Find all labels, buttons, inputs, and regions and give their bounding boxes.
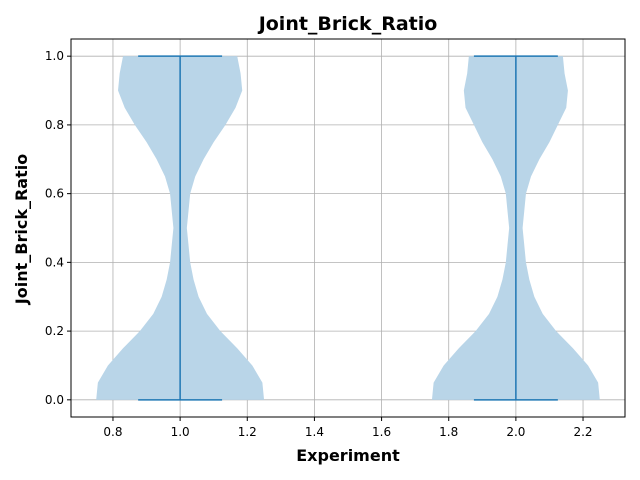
x-tick-label: 2.2 [573, 425, 592, 439]
plot-frame [70, 38, 626, 418]
x-tick-label: 1.4 [305, 425, 324, 439]
chart-title: Joint_Brick_Ratio [257, 13, 438, 35]
y-tick-label: 0.0 [45, 393, 64, 407]
y-tick-label: 0.4 [45, 255, 64, 269]
axes: 0.8 1.0 1.2 1.4 1.6 1.8 2.0 2.2 0.0 0.2 0.4 0.6 0.8 1… [45, 38, 626, 439]
y-tick-label: 1.0 [45, 49, 64, 63]
y-tick-label: 0.6 [45, 187, 64, 201]
x-tick-label: 1.0 [171, 425, 190, 439]
x-tick-label: 1.8 [439, 425, 458, 439]
y-axis-label: Joint_Brick_Ratio [12, 154, 31, 305]
x-tick-label: 1.2 [238, 425, 257, 439]
x-tick-label: 0.8 [103, 425, 122, 439]
x-tick-label: 2.0 [506, 425, 525, 439]
violins [96, 55, 600, 401]
x-axis-label: Experiment [296, 446, 400, 465]
y-tick-label: 0.2 [45, 324, 64, 338]
y-tick-label: 0.8 [45, 118, 64, 132]
x-tick-label: 1.6 [372, 425, 391, 439]
